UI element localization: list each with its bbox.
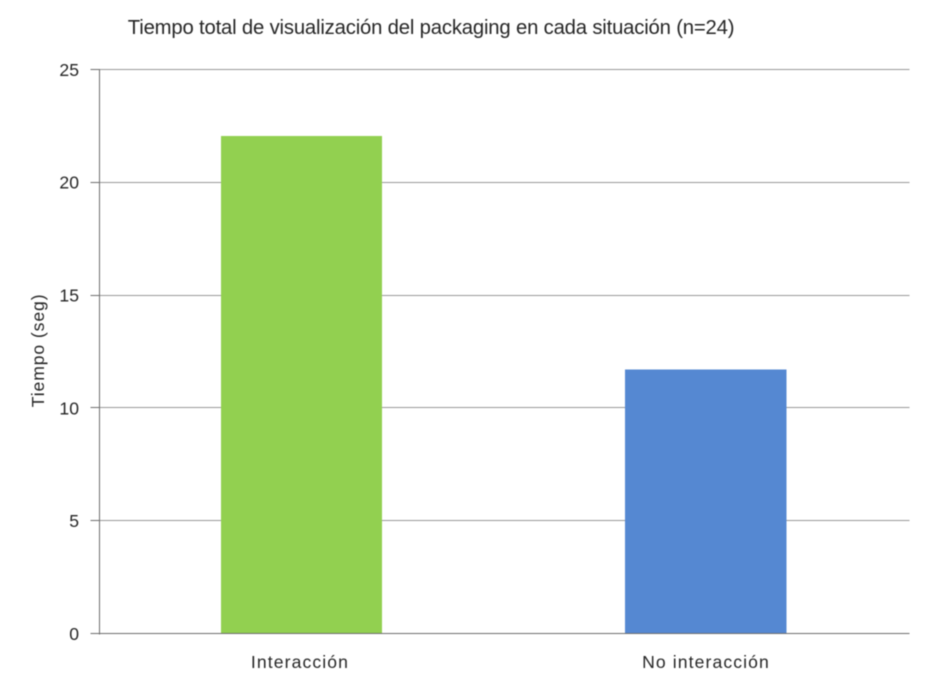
svg-text:5: 5 <box>69 511 79 531</box>
svg-text:Tiempo total de visualización: Tiempo total de visualización del packag… <box>128 17 735 39</box>
svg-text:Tiempo (seg): Tiempo (seg) <box>28 294 48 408</box>
svg-text:15: 15 <box>59 286 79 306</box>
svg-text:Interacción: Interacción <box>251 652 349 672</box>
svg-text:10: 10 <box>59 398 79 418</box>
svg-text:0: 0 <box>69 624 79 644</box>
svg-text:No interacción: No interacción <box>642 652 770 672</box>
svg-text:25: 25 <box>59 60 79 80</box>
svg-text:20: 20 <box>59 173 79 193</box>
